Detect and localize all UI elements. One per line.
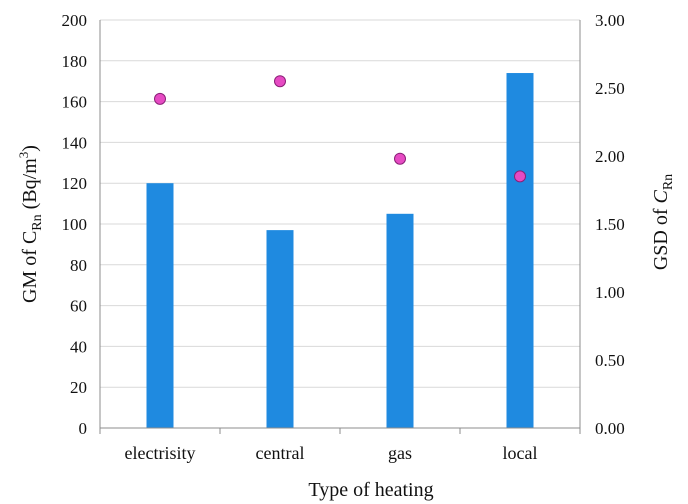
y2-tick-label: 1.50 (595, 215, 625, 234)
tick-labels: 0 20 40 60 80 100 120 140 160 180 200 0.00 0.50 1.00 1… (62, 11, 625, 463)
x-tick-label: local (503, 443, 538, 463)
y-tick-label: 120 (62, 174, 88, 193)
bar (386, 213, 414, 428)
y-tick-label: 80 (70, 256, 87, 275)
y-axis-title: GM of CRn (Bq/m3) (16, 145, 45, 303)
data-point (514, 170, 526, 183)
y2-tick-label: 2.50 (595, 79, 625, 98)
y-tick-label: 60 (70, 297, 87, 316)
y-tick-label: 100 (62, 215, 88, 234)
y2-tick-label: 2.00 (595, 147, 625, 166)
x-tick-label: central (256, 443, 305, 463)
data-point (154, 92, 166, 105)
axes (99, 20, 581, 434)
y-tick-label: 40 (70, 337, 87, 356)
bar (506, 73, 534, 428)
bar (266, 230, 294, 428)
data-point (394, 152, 406, 165)
y2-tick-label: 3.00 (595, 11, 625, 30)
points (154, 75, 526, 183)
bar (146, 183, 174, 428)
x-tick-label: electrisity (125, 443, 196, 463)
grid (100, 19, 580, 388)
x-tick-label: gas (388, 443, 412, 463)
bars (146, 73, 534, 428)
y-tick-label: 160 (62, 93, 88, 112)
y-tick-label: 20 (70, 378, 87, 397)
x-axis-title: Type of heating (308, 479, 433, 501)
y-tick-label: 200 (62, 11, 88, 30)
y2-tick-label: 0.00 (595, 419, 625, 438)
y2-tick-label: 1.00 (595, 283, 625, 302)
y2-axis-title: GSD of CRn (650, 174, 676, 270)
y-tick-label: 140 (62, 133, 88, 152)
y2-tick-label: 0.50 (595, 351, 625, 370)
y-tick-label: 180 (62, 52, 88, 71)
y-tick-label: 0 (79, 419, 88, 438)
data-point (274, 75, 286, 88)
